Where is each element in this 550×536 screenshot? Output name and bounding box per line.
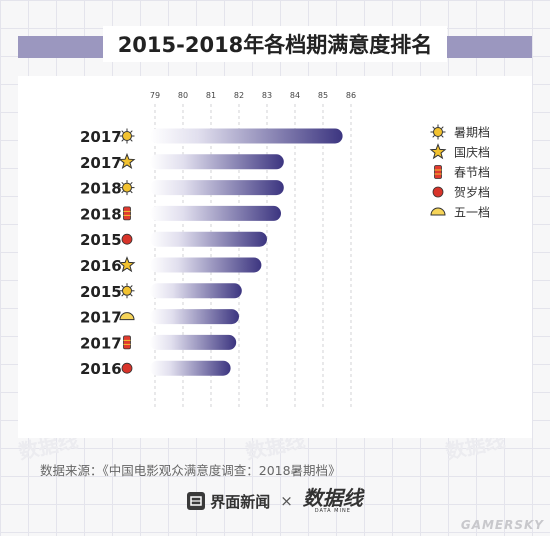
halfmoon-shape <box>119 312 135 321</box>
bar <box>150 154 284 170</box>
star-icon <box>118 152 136 170</box>
brand-data-mine: 数据线 DATA MINE <box>303 488 363 514</box>
x-tick-label: 80 <box>178 91 188 100</box>
x-tick-label: 79 <box>150 91 160 100</box>
sun-ray <box>432 135 435 138</box>
sun-ray <box>441 126 444 129</box>
sun-ray <box>121 130 124 133</box>
x-tick-label: 82 <box>234 91 244 100</box>
sun-ray <box>121 181 124 185</box>
lantern-icon <box>123 206 131 221</box>
sun-icon <box>119 180 135 196</box>
bar <box>150 283 242 299</box>
legend-label: 国庆档 <box>454 146 490 160</box>
sun-disc <box>433 127 443 137</box>
bar <box>150 128 343 144</box>
row-year-label: 2016 <box>80 257 122 275</box>
x-tick-label: 84 <box>290 91 300 100</box>
title-box: 2015-2018年各档期满意度排名 <box>103 26 447 62</box>
lantern-icon <box>123 335 131 350</box>
star-shape <box>118 256 136 273</box>
sun-icon <box>119 128 135 144</box>
sun-ray <box>432 126 435 129</box>
sun-ray <box>121 293 124 297</box>
legend-label: 五一档 <box>454 206 490 220</box>
x-tick-label: 81 <box>206 91 216 100</box>
row-year-label: 2017 <box>80 309 122 327</box>
dot-shape <box>121 233 133 245</box>
sun-ray <box>130 130 133 133</box>
star-shape <box>429 143 447 160</box>
sun-icon <box>119 283 135 299</box>
lantern-body <box>123 335 131 350</box>
dot-shape <box>121 362 133 374</box>
row-year-label: 2016 <box>80 360 122 378</box>
lantern-body <box>434 165 442 179</box>
lantern-icon <box>434 165 442 179</box>
x-tick-label: 86 <box>346 91 356 100</box>
corner-watermark: GAMERSKY <box>460 518 544 532</box>
dot-shape <box>432 186 444 198</box>
sun-ray <box>121 190 124 194</box>
legend-label: 春节档 <box>454 166 490 180</box>
x-tick-label: 83 <box>262 91 272 100</box>
brand-data-mine-sub: DATA MINE <box>314 508 351 514</box>
bar <box>150 180 284 196</box>
halfmoon-shape <box>430 207 446 216</box>
brand-jiemian-label: 界面新闻 <box>210 492 271 511</box>
sun-disc <box>122 131 132 141</box>
dot-icon <box>121 233 133 245</box>
dot-icon <box>432 186 444 198</box>
row-year-label: 2017 <box>80 334 122 352</box>
brand-data-mine-label: 数据线 <box>302 486 363 510</box>
jiemian-logo-icon <box>187 492 206 510</box>
row-year-label: 2018 <box>80 205 122 223</box>
brand-jiemian: 界面新闻 <box>187 491 270 512</box>
sun-ray <box>121 285 124 288</box>
sun-disc <box>122 182 132 193</box>
legend-label: 贺岁档 <box>454 185 490 200</box>
bar <box>150 231 267 247</box>
sun-disc <box>122 285 132 296</box>
legend-label: 暑期档 <box>454 126 490 140</box>
x-tick-label: 85 <box>318 91 328 100</box>
halfmoon-icon <box>119 312 135 321</box>
bar <box>150 257 262 273</box>
lantern-body <box>123 206 131 221</box>
bar <box>150 205 281 221</box>
bar <box>150 360 231 376</box>
source-note: 数据来源：《中国电影观众满意度调查：2018暑期档》 <box>40 463 341 478</box>
sun-ray <box>130 293 133 297</box>
sun-ray <box>441 135 444 138</box>
footer: 界面新闻 × 数据线 DATA MINE <box>0 486 550 516</box>
sun-ray <box>130 285 133 288</box>
bar <box>150 309 239 325</box>
star-icon <box>429 143 447 160</box>
dot-icon <box>121 362 133 374</box>
star-shape <box>118 152 136 170</box>
brand-separator: × <box>280 492 293 510</box>
row-year-label: 2017 <box>80 154 122 172</box>
sun-ray <box>121 139 124 142</box>
bar <box>150 334 237 350</box>
sun-icon <box>430 124 446 140</box>
star-icon <box>118 256 136 273</box>
row-year-label: 2017 <box>80 128 122 146</box>
chart-title: 2015-2018年各档期满意度排名 <box>117 33 433 57</box>
sun-ray <box>130 139 133 142</box>
row-year-label: 2015 <box>80 231 122 249</box>
row-year-label: 2018 <box>80 180 122 198</box>
sun-ray <box>130 181 133 185</box>
row-year-label: 2015 <box>80 283 122 301</box>
sun-ray <box>130 190 133 194</box>
halfmoon-icon <box>430 207 446 216</box>
